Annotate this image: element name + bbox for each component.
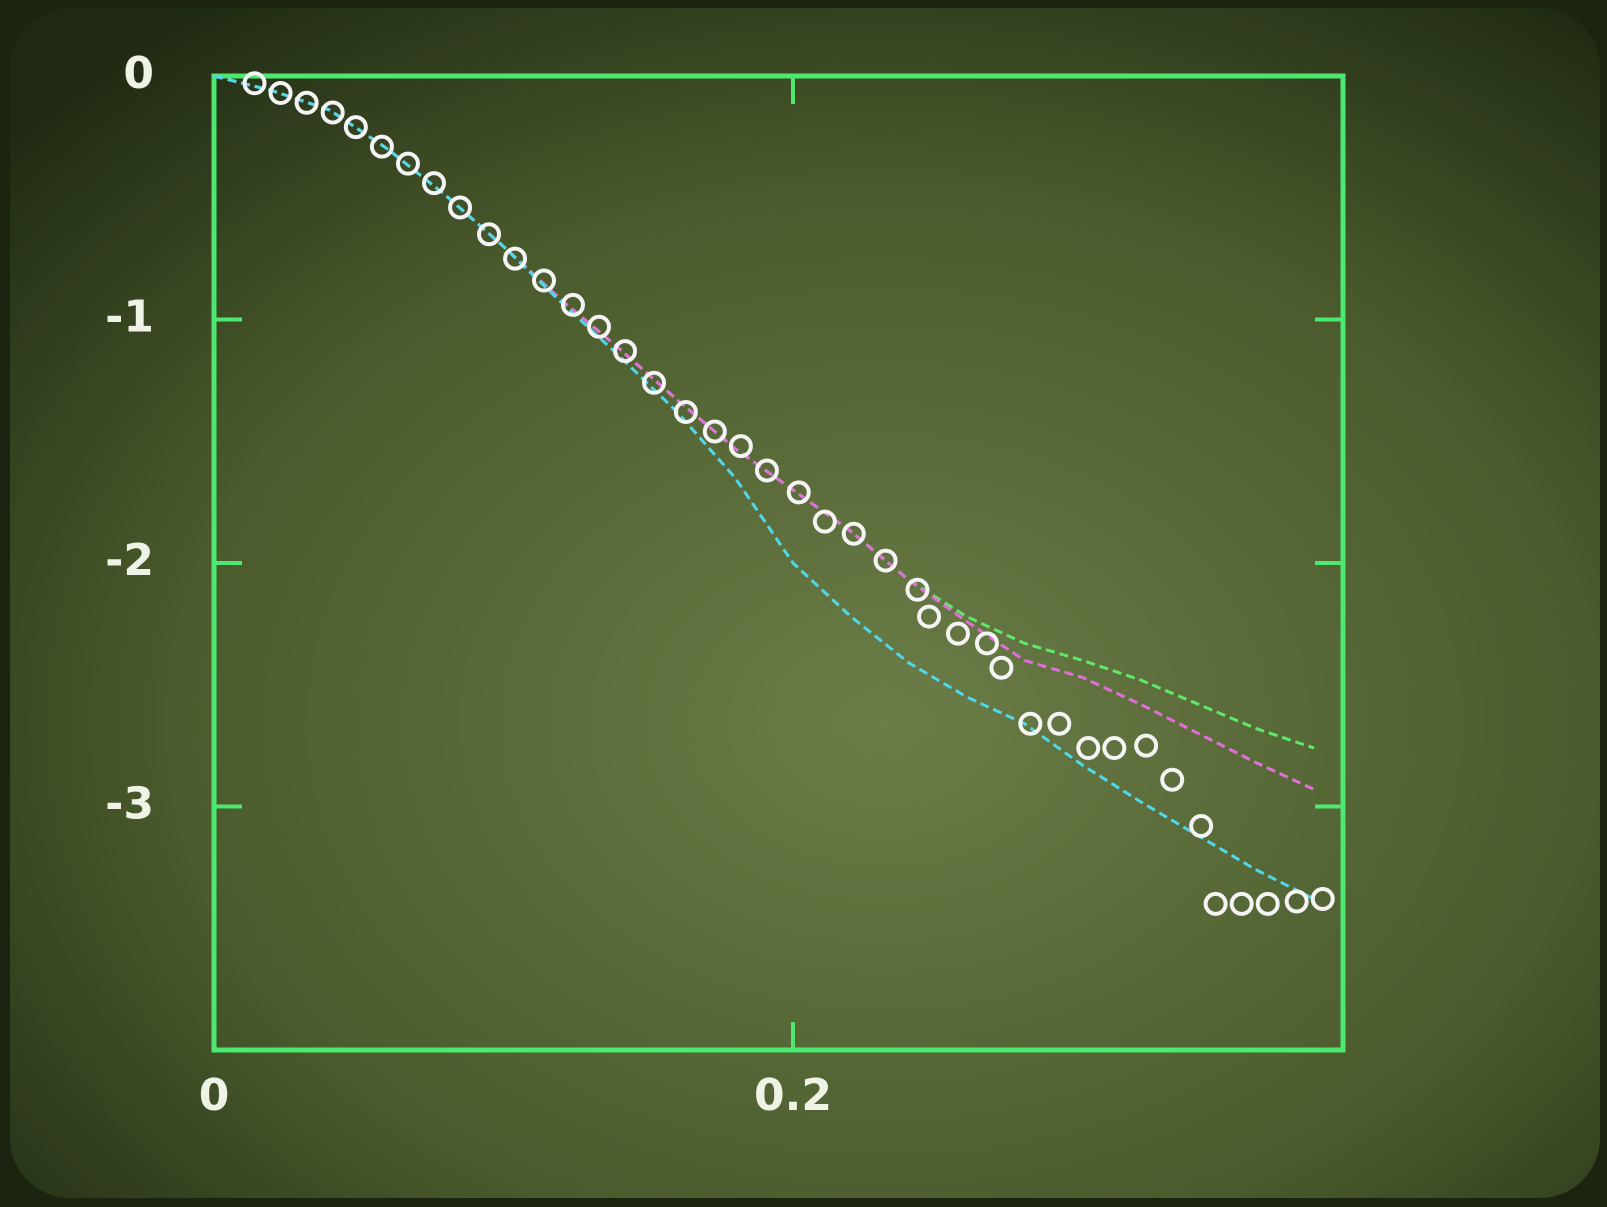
y-tick-label: -2	[105, 535, 154, 586]
screen	[10, 8, 1600, 1198]
page: 00.20-1-2-3 (() => { const data = JSON.p…	[0, 0, 1607, 1207]
y-tick-label: -3	[105, 779, 154, 830]
x-tick-label: 0	[199, 1070, 230, 1121]
y-tick-label: -1	[105, 292, 154, 343]
x-tick-label: 0.2	[754, 1070, 832, 1121]
chart: 0 0.2 0 -1 -2 -3	[0, 0, 1607, 1207]
y-tick-label: 0	[123, 48, 154, 99]
